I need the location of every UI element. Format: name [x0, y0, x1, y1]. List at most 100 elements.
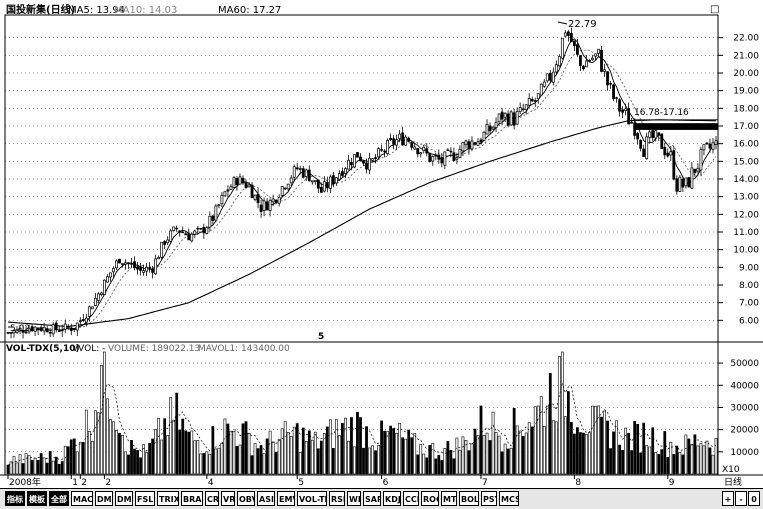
indicator-tab-psy[interactable]: PSY: [481, 491, 497, 506]
volume-bar: [368, 447, 371, 475]
candle: [386, 138, 390, 156]
candle: [660, 133, 664, 149]
volume-bar: [15, 462, 19, 475]
volume-bar: [271, 441, 275, 475]
candle: [591, 54, 594, 61]
candle: [422, 144, 426, 154]
indicator-tab-brar[interactable]: BRAR: [181, 491, 203, 506]
candle: [256, 188, 260, 209]
volume-tick-label: 30000: [730, 403, 759, 413]
candle: [356, 152, 359, 158]
indicator-tab-sar[interactable]: SAR: [363, 491, 381, 506]
candle: [669, 146, 673, 161]
candle: [518, 102, 522, 115]
vvol-readout: VVOL: -: [72, 344, 105, 354]
candle: [407, 136, 411, 143]
indicator-tab-cci[interactable]: CCI: [403, 491, 419, 506]
volume-bar: [612, 431, 615, 475]
indicator-tab-cr[interactable]: CR: [205, 491, 219, 506]
volume-bar: [371, 445, 374, 475]
indicator-tab-vr[interactable]: VR: [221, 491, 235, 506]
indicator-tab-kdj[interactable]: KDJ: [383, 491, 401, 506]
zoom-in-button[interactable]: +: [722, 491, 734, 506]
candle: [714, 135, 718, 150]
volume-axis-ticks: 10000 20000 30000 40000 50000: [718, 359, 759, 458]
candle: [497, 113, 501, 126]
indicator-tab-asi[interactable]: ASI: [257, 491, 275, 506]
candle: [106, 274, 109, 283]
candle: [328, 174, 332, 194]
volume-bar: [609, 448, 612, 475]
candle: [606, 71, 609, 91]
tab-templates[interactable]: 模板: [27, 491, 47, 506]
indicator-tab-mcst[interactable]: MCST: [499, 491, 519, 506]
volume-ma-path: [7, 382, 717, 466]
reset-zoom-button[interactable]: 0: [748, 491, 760, 506]
period-label[interactable]: 日线: [724, 476, 742, 488]
candle: [410, 141, 414, 151]
indicator-toolbar: 指标模板全部MACDDMIDMAFSLTRIXBRARCRVROBVASIEMV…: [0, 488, 763, 509]
indicator-tab-dma[interactable]: DMA: [115, 491, 133, 506]
candle: [506, 110, 510, 128]
candle: [232, 176, 236, 189]
candle: [621, 106, 625, 119]
volume-bar: [711, 454, 715, 475]
candle: [60, 324, 64, 337]
volume-bar: [702, 445, 706, 475]
candle: [458, 145, 462, 159]
candle: [690, 162, 694, 190]
volume-bar: [362, 447, 365, 475]
indicator-tab-boll[interactable]: BOLL: [459, 491, 479, 506]
candle: [271, 194, 275, 207]
candle: [404, 134, 408, 147]
candle: [18, 325, 22, 334]
volume-bar: [325, 426, 329, 475]
volume-bar: [21, 463, 25, 475]
volume-bar: [100, 365, 103, 475]
volume-bar: [160, 439, 164, 475]
candle: [262, 197, 266, 217]
candle: [30, 323, 34, 332]
gap-band-fill: [634, 123, 718, 130]
indicator-tab-rsi[interactable]: RSI: [329, 491, 345, 506]
volume-bar: [223, 418, 227, 475]
volume-bar: [24, 453, 28, 475]
candle: [124, 259, 127, 270]
candle: [166, 236, 170, 246]
volume-bar: [446, 441, 450, 475]
volume-tick-label: 20000: [730, 426, 759, 436]
candle: [636, 131, 640, 145]
volume-bar: [413, 433, 417, 475]
volume-bar: [190, 430, 194, 475]
ma5-path: [7, 38, 717, 334]
candle: [39, 324, 43, 332]
candle: [434, 152, 438, 161]
candle: [280, 186, 284, 198]
candle: [157, 255, 161, 260]
candle: [437, 149, 441, 164]
indicator-tab-wr[interactable]: WR: [347, 491, 361, 506]
indicator-tab-fsl[interactable]: FSL: [135, 491, 155, 506]
candle: [582, 64, 585, 71]
indicator-tab-mtm[interactable]: MTM: [441, 491, 457, 506]
window-toggle-icon[interactable]: □: [710, 4, 719, 15]
indicator-tab-roc[interactable]: ROC: [421, 491, 439, 506]
tab-indicators[interactable]: 指标: [5, 491, 25, 506]
zoom-out-button[interactable]: -: [735, 491, 747, 506]
candle: [241, 175, 245, 185]
tab-all[interactable]: 全部: [49, 491, 69, 506]
candle: [536, 93, 540, 104]
volume-bar: [654, 452, 658, 475]
indicator-tab-emv[interactable]: EMV: [277, 491, 295, 506]
volume-bar: [184, 430, 188, 475]
indicator-tab-voltdx[interactable]: VOL-TDX: [297, 491, 327, 506]
indicator-tab-obv[interactable]: OBV: [237, 491, 255, 506]
volume-bar: [690, 444, 694, 475]
indicator-tab-trix[interactable]: TRIX: [157, 491, 179, 506]
candle: [609, 81, 612, 89]
candle: [642, 144, 646, 157]
indicator-tab-dmi[interactable]: DMI: [95, 491, 113, 506]
volume-bar: [380, 420, 383, 475]
volume-bar: [542, 426, 546, 475]
